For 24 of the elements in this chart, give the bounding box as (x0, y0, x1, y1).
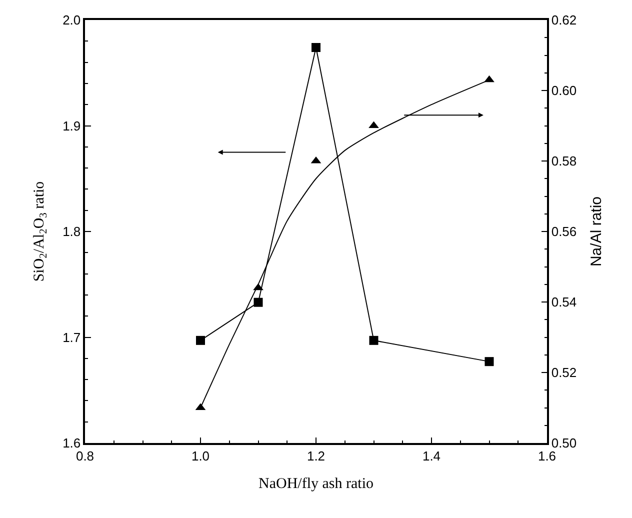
y2-tick-label: 0.62 (551, 12, 577, 28)
x-tick-label: 1.4 (422, 448, 441, 464)
y-tick-label: 1.8 (62, 224, 81, 240)
point (254, 298, 263, 307)
y2-tick-label: 0.60 (551, 83, 577, 98)
x-tick-label: 1.2 (306, 448, 326, 464)
y2-tick-label: 0.50 (551, 436, 577, 451)
y2-tick-label: 0.54 (551, 294, 577, 310)
x-tick-label: 1.0 (191, 448, 210, 464)
y-tick-label: 1.9 (62, 118, 81, 134)
y2-tick-label: 0.56 (551, 224, 577, 240)
point (369, 336, 378, 345)
y2-tick-label: 0.52 (551, 365, 577, 380)
y2-tick-label: 0.58 (551, 154, 577, 169)
point (196, 336, 205, 345)
x-axis-title: NaOH/fly ash ratio (258, 476, 374, 492)
x-tick-label: 1.6 (538, 448, 556, 464)
y-tick-label: 1.7 (62, 330, 81, 345)
y-tick-label: 1.6 (62, 436, 81, 451)
point (484, 357, 494, 366)
y2-axis-title: Na/Al ratio (588, 196, 606, 267)
y-tick-label: 2.0 (62, 12, 81, 28)
point (312, 42, 320, 52)
x-tick-label: 0.8 (76, 448, 94, 464)
